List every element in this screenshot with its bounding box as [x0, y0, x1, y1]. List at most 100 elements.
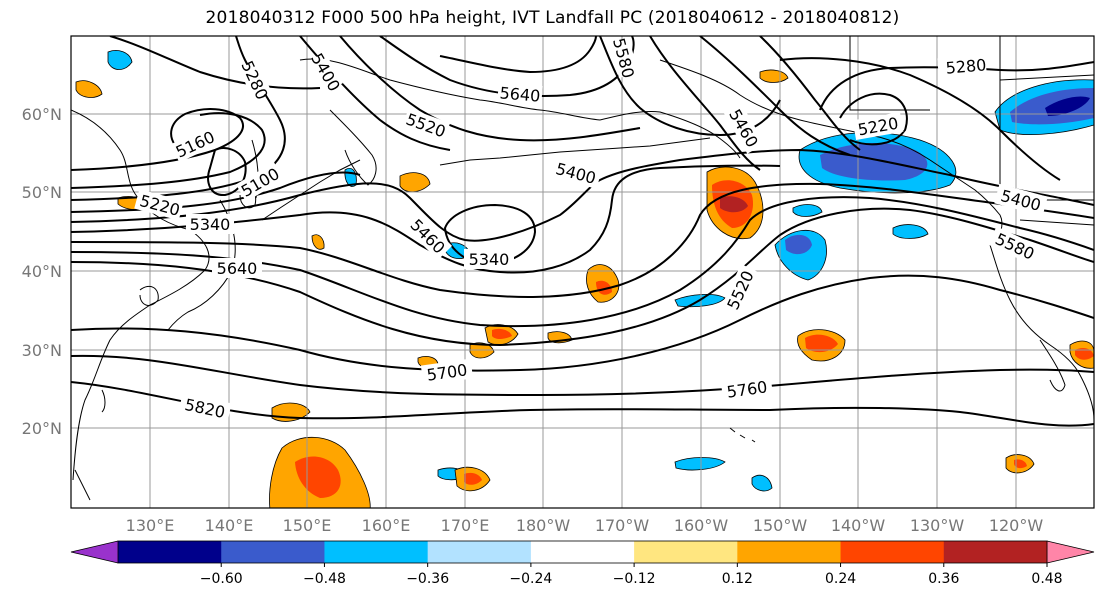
colorbar: −0.60 −0.48 −0.36 −0.24 −0.12 0.12 0.24 0.36 0.4… — [70, 540, 1095, 587]
positive-anomaly-baja-core — [1075, 348, 1094, 360]
colorbar-segment — [324, 541, 429, 563]
contour-5220-east — [839, 92, 908, 146]
colorbar-tick-label: −0.36 — [406, 571, 449, 587]
positive-anomaly-kamchatka — [399, 172, 431, 193]
lat-label: 40°N — [22, 262, 62, 281]
negative-anomaly-small4 — [674, 457, 726, 471]
contour-5400-north — [649, 36, 761, 171]
positive-anomaly-se-core — [1014, 459, 1027, 469]
contour-label: 5340 — [469, 250, 510, 269]
lon-label: 120°W — [989, 516, 1044, 535]
anomaly-shading — [75, 50, 1094, 508]
positive-anomaly-center-core — [596, 280, 612, 295]
lon-label: 150°W — [753, 516, 808, 535]
colorbar-frame — [117, 540, 1048, 564]
contour-label: 5640 — [217, 259, 258, 278]
positive-anomaly-west-core — [492, 328, 512, 339]
colorbar-tick-label: 0.36 — [928, 571, 959, 587]
contour-5520 — [71, 182, 1094, 298]
negative-anomaly-east-core — [785, 234, 812, 255]
lat-label: 60°N — [22, 105, 62, 124]
contour-5460-east — [759, 36, 861, 151]
lon-label: 160°W — [674, 516, 729, 535]
contour-5400 — [71, 148, 1094, 242]
colorbar-segment — [943, 541, 1048, 563]
height-contours — [71, 36, 1094, 427]
lon-label: 170°W — [595, 516, 650, 535]
map-title: 2018040312 F000 500 hPa height, IVT Land… — [205, 8, 900, 28]
positive-anomaly-main-core — [720, 196, 748, 213]
contour-5700 — [71, 274, 1094, 372]
contour-5520-north — [339, 36, 641, 142]
kamchatka-coast — [329, 109, 377, 186]
positive-anomaly-hawaii-core — [805, 334, 838, 353]
hawaii-islands — [729, 427, 756, 443]
korea-coast — [139, 285, 159, 306]
philippines-islands — [74, 469, 91, 501]
lon-label: 180°W — [516, 516, 571, 535]
contour-5160 — [71, 108, 244, 171]
contour-label: 5640 — [499, 83, 541, 105]
contour-5580 — [71, 196, 1094, 328]
negative-anomaly-small3 — [792, 204, 823, 217]
colorbar-segment — [634, 541, 738, 563]
colorbar-segment — [530, 541, 635, 563]
colorbar-tick-label: −0.12 — [613, 571, 656, 587]
positive-anomaly-japan — [75, 80, 103, 98]
lat-label: 50°N — [22, 183, 62, 202]
contour-5400-east — [699, 36, 851, 156]
colorbar-frame-ends — [70, 540, 119, 564]
contour-5580-inner — [439, 36, 597, 74]
contour-5760 — [71, 354, 1094, 397]
lon-label: 140°W — [831, 516, 886, 535]
negative-anomaly-canada-peak — [1045, 96, 1090, 116]
contour-label: 5280 — [945, 55, 987, 77]
kuril-islands — [261, 159, 361, 221]
positive-anomaly-sw-core — [295, 456, 341, 498]
negative-anomaly-gulf-core — [820, 143, 928, 181]
colorbar-tick-label: 0.24 — [825, 571, 856, 587]
negative-anomaly-small5 — [751, 474, 773, 492]
contour-5580-north — [599, 36, 781, 137]
contour-labels: 5280 5400 5580 5640 5160 5100 5520 5400 … — [134, 36, 1048, 423]
colorbar-segment — [427, 541, 532, 563]
colorbar-tick-label: −0.60 — [200, 571, 243, 587]
lon-label: 170°E — [441, 516, 490, 535]
colorbar-ticks: −0.60 −0.48 −0.36 −0.24 −0.12 0.12 0.24 0.36 0.4… — [200, 563, 1063, 587]
contour-5340-east — [779, 57, 1061, 181]
colorbar-segment — [221, 541, 325, 563]
colorbar-extend-low — [71, 541, 118, 563]
colorbar-extend-high — [1047, 541, 1094, 563]
taiwan-coast — [101, 389, 106, 413]
positive-anomaly-sw3-core — [464, 472, 482, 485]
positive-anomaly-small3 — [311, 234, 325, 250]
baja-coast — [1039, 339, 1066, 392]
colorbar-segments — [118, 541, 1048, 563]
colorbar-segment — [840, 541, 945, 563]
colorbar-tick-label: 0.12 — [722, 571, 753, 587]
lon-label: 140°E — [205, 516, 254, 535]
contour-5280 — [71, 36, 286, 201]
lon-label: 150°E — [283, 516, 332, 535]
latitude-labels: 60°N 50°N 40°N 30°N 20°N — [22, 105, 62, 438]
negative-anomaly-small2 — [892, 224, 929, 239]
us-west-coast — [989, 244, 1094, 421]
contour-label: 5340 — [190, 215, 231, 234]
contour-5640-sw — [109, 36, 321, 90]
asia-coast — [71, 109, 210, 481]
negative-anomaly-small7 — [107, 50, 133, 70]
aleutian-islands — [439, 137, 711, 166]
bering-coast — [599, 111, 741, 159]
siberia-coast — [299, 58, 601, 121]
contour-5460 — [71, 164, 781, 274]
alaska-coast — [659, 59, 931, 161]
positive-anomaly-alaska — [759, 69, 789, 83]
colorbar-frame-ends-right — [1046, 540, 1095, 564]
lon-label: 130°E — [126, 516, 175, 535]
colorbar-segment — [118, 541, 222, 563]
colorbar-tick-label: −0.24 — [509, 571, 552, 587]
map-frame — [70, 35, 1095, 509]
colorbar-segment — [737, 541, 842, 563]
lon-label: 130°W — [910, 516, 965, 535]
